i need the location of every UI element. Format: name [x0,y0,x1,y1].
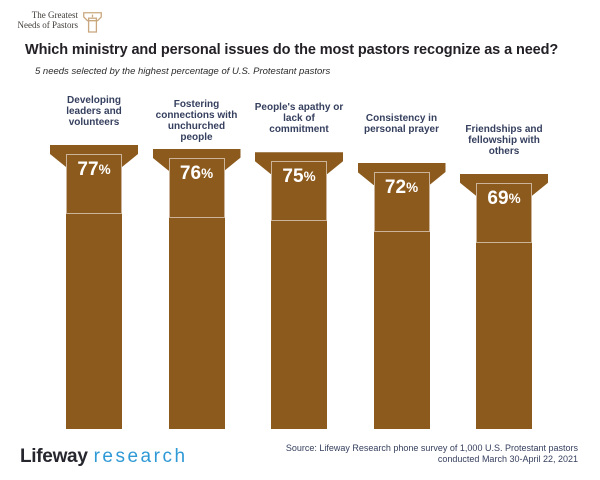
logo-research: research [93,446,188,467]
pillar-value-label: 77% [66,160,122,180]
brand-wordmark: The Greatest Needs of Pastors [8,10,79,30]
value-number: 72 [384,177,407,198]
logo-lifeway: Lifeway [20,446,88,467]
pillar-panel-outline [271,161,327,222]
pillar-panel-outline [66,154,122,214]
page-subtitle: 5 needs selected by the highest percenta… [35,66,331,77]
source-attribution: Source: Lifeway Research phone survey of… [286,443,578,465]
pillar-panel-outline [373,172,430,232]
value-percent-sign: % [201,165,214,181]
source-line-1: Source: Lifeway Research phone survey of… [285,443,578,453]
pillar-value-label: 75% [271,167,327,187]
pillar-panel-outline [476,182,532,243]
value-number: 77 [77,159,99,180]
pillar-category-label: Consistency in personal prayer [363,113,440,135]
pillar-value-label: 69% [476,187,532,209]
pulpit-icon [83,12,102,38]
value-percent-sign: % [508,190,521,206]
pillar-value-label: 76% [169,162,225,184]
brand-line-1: The Greatest [31,10,78,20]
source-line-2: conducted March 30-April 22, 2021 [437,454,578,464]
value-percent-sign: % [303,169,316,185]
lifeway-research-logo: Lifeway research [20,446,188,468]
pillar-value-label: 72% [374,178,430,198]
pillar-category-label: Friendships and fellowship with others [465,123,543,157]
value-percent-sign: % [98,162,111,177]
value-number: 75 [282,166,304,188]
value-percent-sign: % [406,180,419,195]
pillar-category-label: Fostering connections with unchurched pe… [155,98,238,143]
pillar-column [271,161,327,429]
page-title: Which ministry and personal issues do th… [25,42,559,58]
pillar-column [373,172,430,429]
brand-line-2: Needs of Pastors [17,19,79,30]
pillar-column [66,154,122,429]
value-number: 76 [179,162,202,184]
pillar-panel-outline [168,157,225,218]
value-number: 69 [487,187,509,209]
pillar-category-label: People's apathy or lack of commitment [254,102,344,136]
pillar-column [476,182,532,429]
pillar-column [168,157,225,429]
pillar-category-label: Developing leaders and volunteers [66,95,122,128]
